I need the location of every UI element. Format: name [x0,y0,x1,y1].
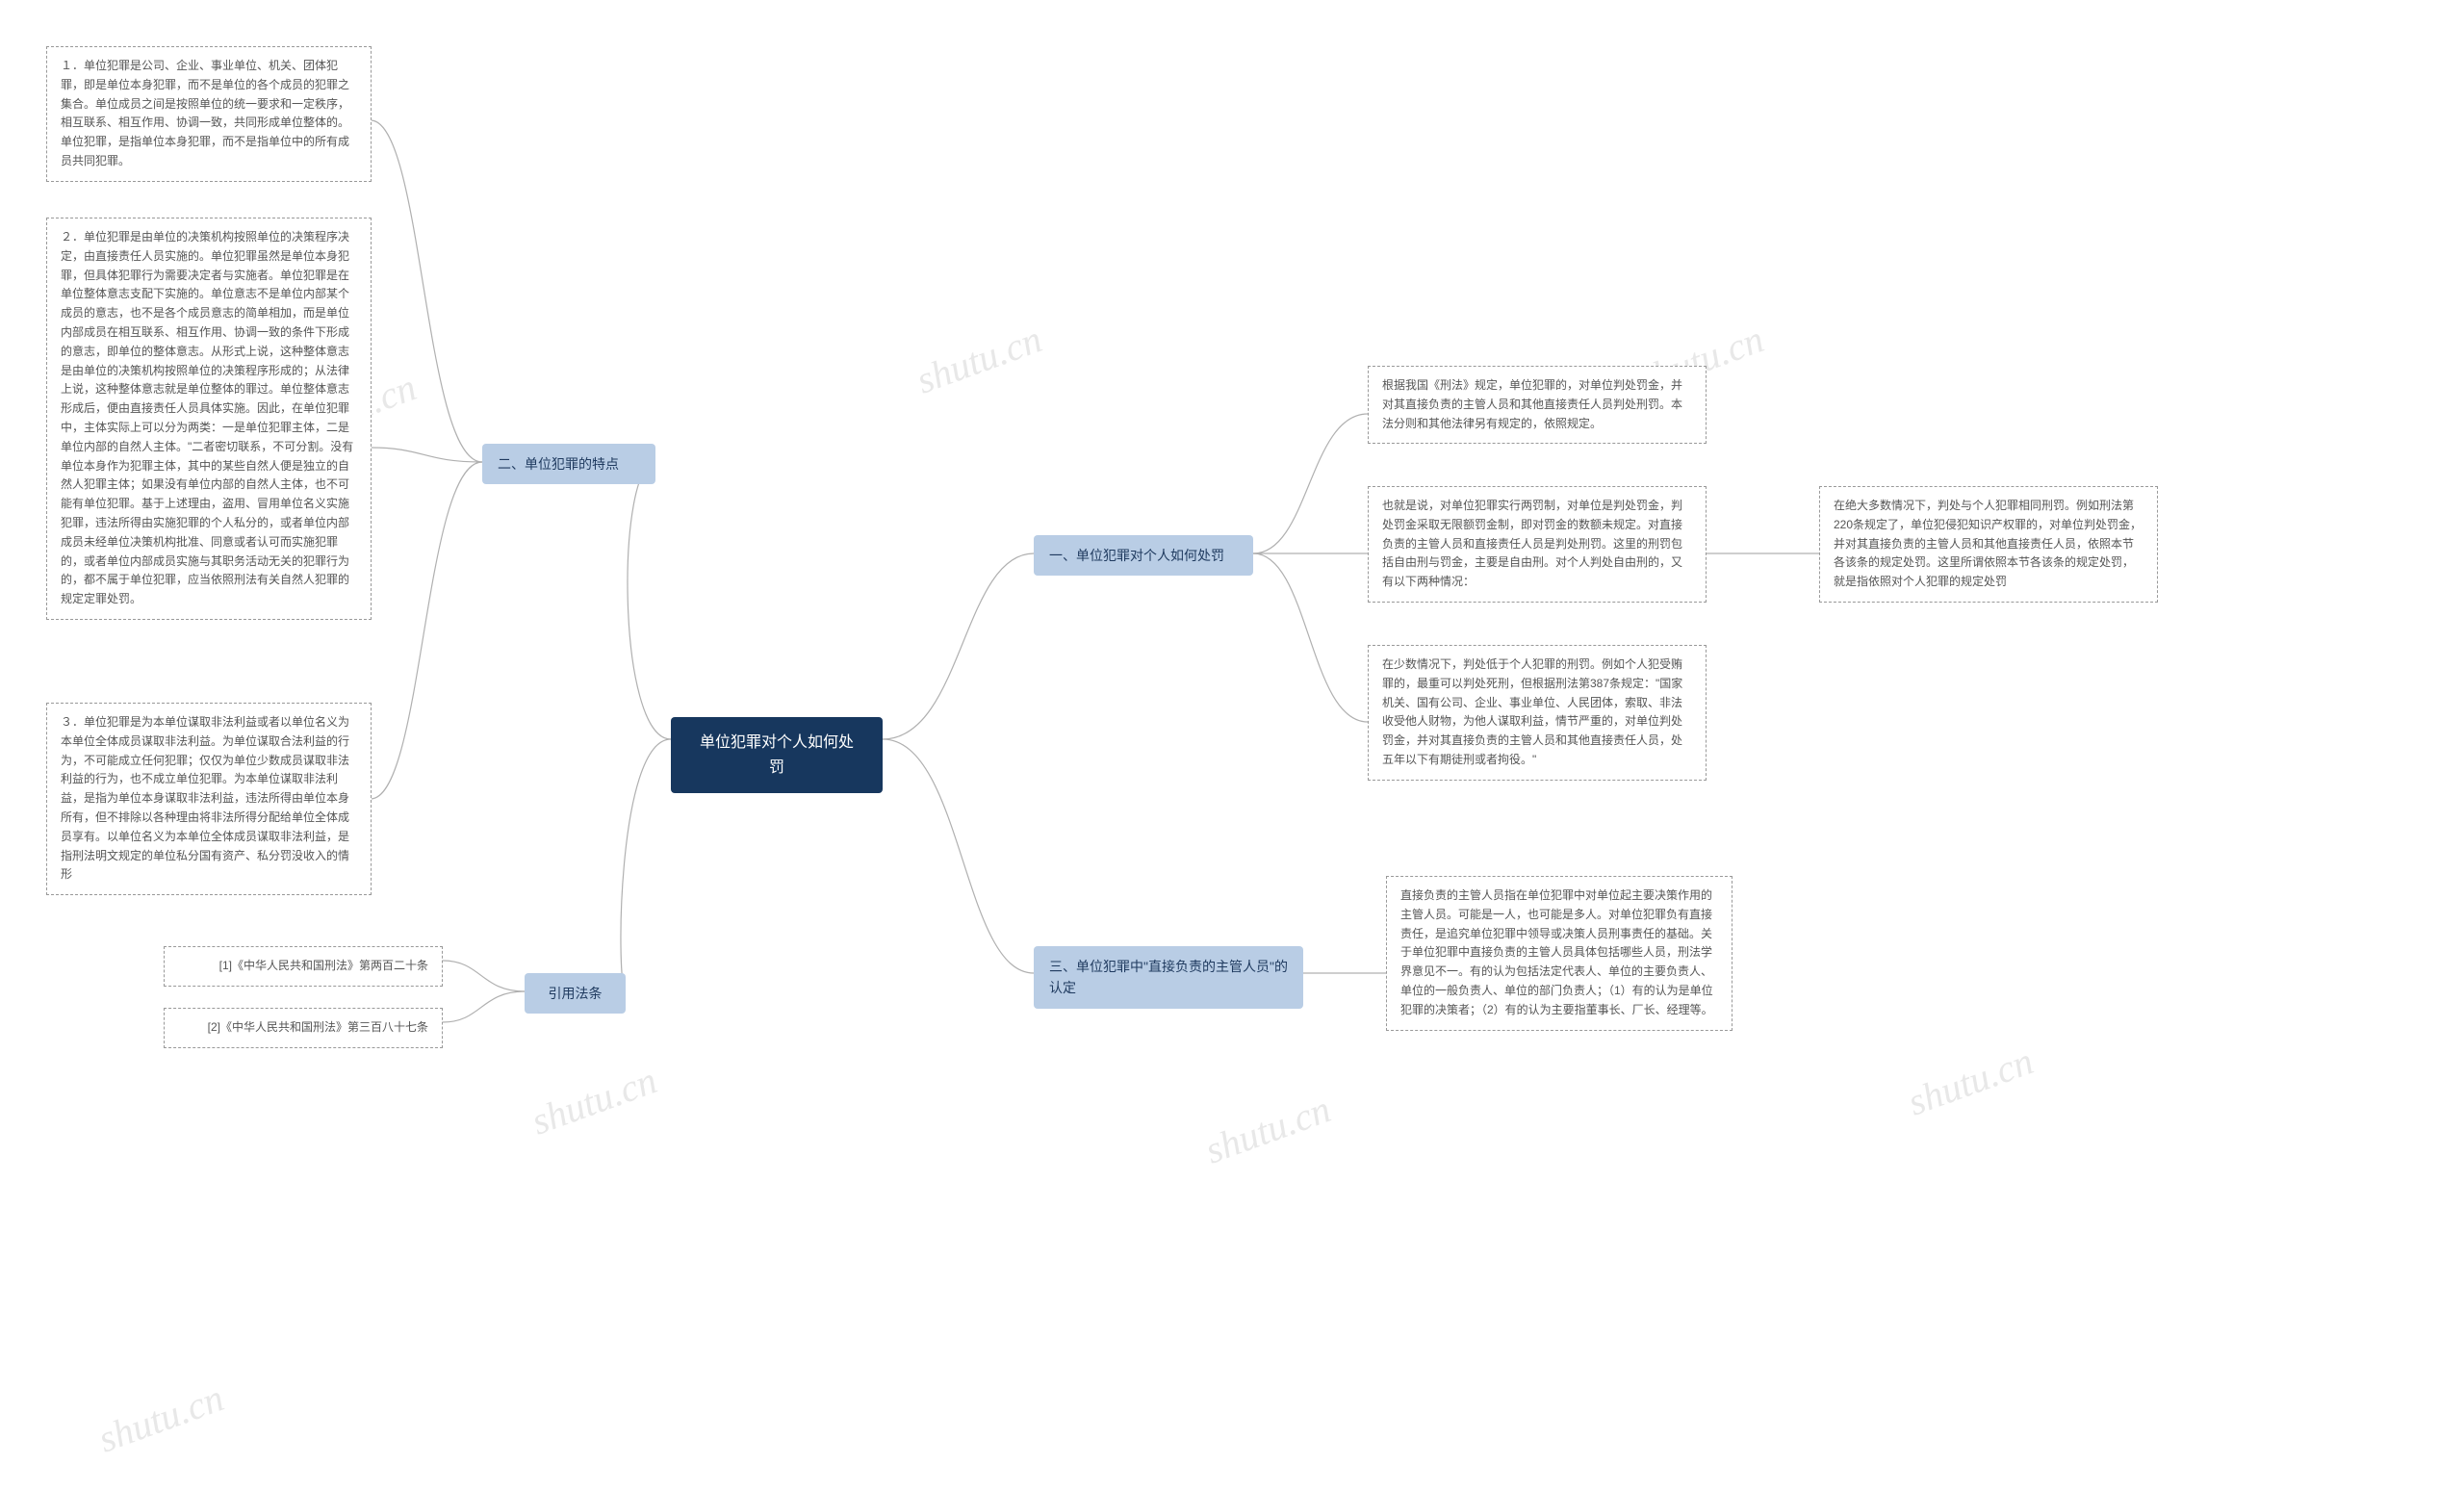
branch2-detail-3: ３．单位犯罪是为本单位谋取非法利益或者以单位名义为本单位全体成员谋取非法利益。为… [46,703,372,895]
branch1-detail-1: 根据我国《刑法》规定，单位犯罪的，对单位判处罚金，并对其直接负责的主管人员和其他… [1368,366,1707,444]
watermark: shutu.cn [1902,1038,2039,1124]
branch4-detail-2: [2]《中华人民共和国刑法》第三百八十七条 [164,1008,443,1048]
branch-node-3: 三、单位犯罪中"直接负责的主管人员"的认定 [1034,946,1303,1009]
watermark: shutu.cn [92,1374,229,1461]
branch2-detail-2: ２．单位犯罪是由单位的决策机构按照单位的决策程序决定，由直接责任人员实施的。单位… [46,218,372,620]
center-node: 单位犯罪对个人如何处罚 [671,717,883,793]
branch-node-4: 引用法条 [525,973,626,1014]
watermark: shutu.cn [526,1057,662,1143]
branch1-detail-3: 在少数情况下，判处低于个人犯罪的刑罚。例如个人犯受贿罪的，最重可以判处死刑，但根… [1368,645,1707,781]
branch2-detail-1: １．单位犯罪是公司、企业、事业单位、机关、团体犯罪，即是单位本身犯罪，而不是单位… [46,46,372,182]
branch-node-1: 一、单位犯罪对个人如何处罚 [1034,535,1253,576]
watermark: shutu.cn [911,316,1047,402]
branch3-detail-1: 直接负责的主管人员指在单位犯罪中对单位起主要决策作用的主管人员。可能是一人，也可… [1386,876,1732,1031]
watermark: shutu.cn [1199,1086,1336,1172]
branch4-title: 引用法条 [549,986,603,1001]
branch1-detail-2-sub: 在绝大多数情况下，判处与个人犯罪相同刑罚。例如刑法第220条规定了，单位犯侵犯知… [1819,486,2158,603]
branch2-title: 二、单位犯罪的特点 [498,456,619,472]
branch3-title: 三、单位犯罪中"直接负责的主管人员"的认定 [1049,959,1288,995]
branch1-title: 一、单位犯罪对个人如何处罚 [1049,548,1224,563]
branch1-detail-2: 也就是说，对单位犯罪实行两罚制，对单位是判处罚金，判处罚金采取无限额罚金制，即对… [1368,486,1707,603]
branch4-detail-1: [1]《中华人民共和国刑法》第两百二十条 [164,946,443,987]
center-title: 单位犯罪对个人如何处罚 [700,734,854,776]
branch-node-2: 二、单位犯罪的特点 [482,444,655,484]
